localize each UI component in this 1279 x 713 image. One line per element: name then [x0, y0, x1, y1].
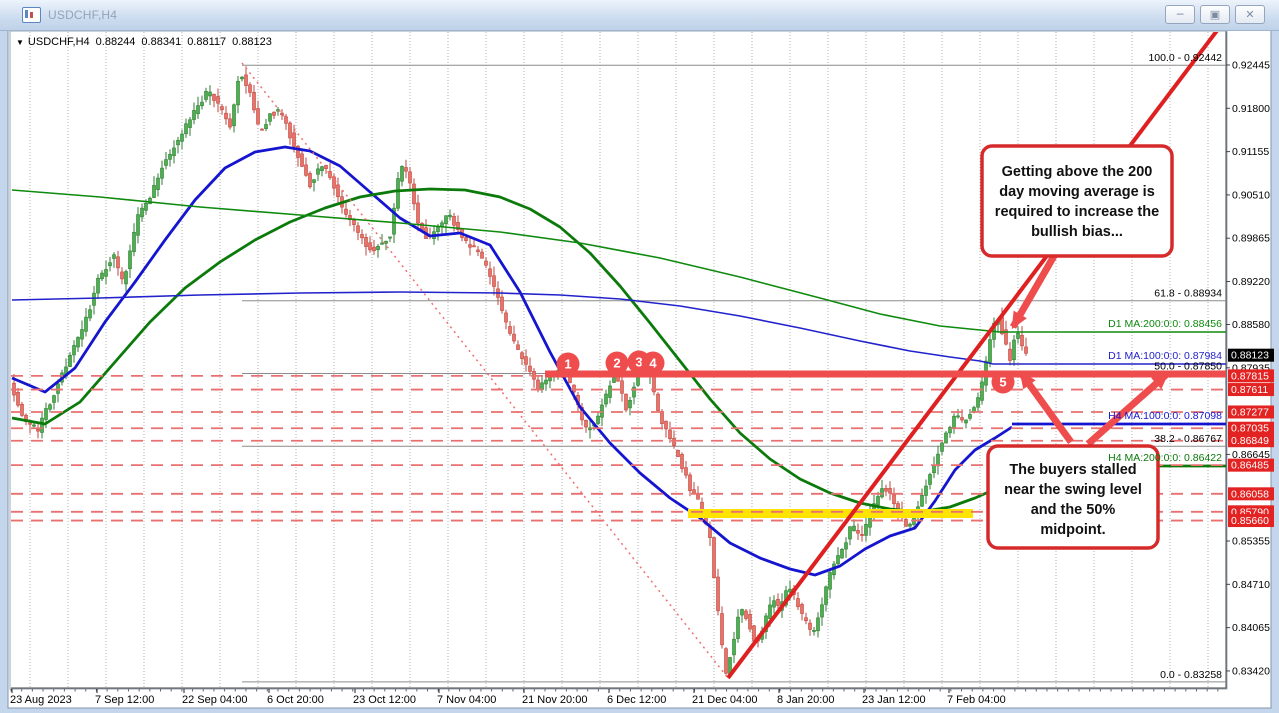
svg-text:0.91155: 0.91155: [1232, 146, 1269, 158]
svg-text:D1 MA:100:0:0: 0.87984: D1 MA:100:0:0: 0.87984: [1108, 350, 1222, 362]
svg-text:1: 1: [564, 357, 571, 372]
descending-fib-diagonal: [241, 62, 729, 679]
svg-text:required to increase the: required to increase the: [995, 204, 1159, 220]
svg-text:day moving average is: day moving average is: [999, 184, 1155, 200]
d1-ma100-curve: [11, 291, 994, 365]
annotation-box2: The buyers stalled near the swing level an…: [986, 444, 1160, 550]
annotation-box1: Getting above the 200 day moving average …: [980, 144, 1174, 258]
svg-text:21 Dec 04:00: 21 Dec 04:00: [692, 694, 757, 706]
grid-layer: [29, 32, 1209, 688]
trend-lines: [241, 32, 1219, 680]
chart-icon: [22, 7, 41, 23]
svg-text:0.91800: 0.91800: [1232, 103, 1270, 115]
svg-text:H4 MA:200:0:0: 0.86422: H4 MA:200:0:0: 0.86422: [1108, 452, 1222, 464]
svg-text:0.92445: 0.92445: [1232, 60, 1270, 72]
h4-ma200-curve: [11, 187, 1021, 514]
svg-text:8 Jan 20:00: 8 Jan 20:00: [777, 694, 835, 706]
ohlc-symbol: USDCHF,H4: [27, 36, 90, 48]
svg-text:5: 5: [999, 375, 1006, 390]
svg-text:7 Sep 12:00: 7 Sep 12:00: [95, 694, 154, 706]
svg-text:0.87277: 0.87277: [1231, 406, 1269, 418]
svg-text:near the swing level: near the swing level: [1004, 482, 1142, 498]
svg-text:0.83420: 0.83420: [1232, 665, 1270, 677]
ohlc-open: 0.88244: [95, 36, 136, 48]
window-controls: ─ ▣ ✕: [1165, 5, 1265, 24]
svg-text:Getting above the 200: Getting above the 200: [1002, 164, 1153, 180]
ohlc-low: 0.88117: [187, 36, 227, 48]
svg-text:The buyers stalled: The buyers stalled: [1009, 462, 1136, 478]
svg-text:7 Feb 04:00: 7 Feb 04:00: [947, 694, 1006, 706]
svg-text:0.90510: 0.90510: [1232, 189, 1270, 201]
close-button[interactable]: ✕: [1235, 5, 1265, 24]
maximize-button[interactable]: ▣: [1200, 5, 1230, 24]
current-price-label: 0.88123: [1231, 350, 1269, 362]
svg-text:0.89865: 0.89865: [1232, 233, 1270, 245]
price-axis-labels: 0.92445 0.91800 0.91155 0.90510 0.89865 0.892…: [1226, 60, 1274, 677]
ascending-trendline: [726, 32, 1219, 680]
svg-text:0.89220: 0.89220: [1232, 276, 1270, 288]
svg-text:4: 4: [649, 356, 657, 371]
svg-text:2: 2: [613, 356, 620, 371]
window-title-bar[interactable]: USDCHF,H4 ─ ▣ ✕: [0, 0, 1279, 31]
svg-text:0.87815: 0.87815: [1231, 370, 1269, 382]
svg-text:38.2 - 0.86767: 38.2 - 0.86767: [1154, 433, 1222, 445]
swing-level-highlight: [688, 509, 973, 518]
svg-text:D1 MA:200:0:0: 0.88456: D1 MA:200:0:0: 0.88456: [1108, 318, 1222, 330]
h4-ma100-curve: [11, 145, 1013, 577]
ma-lines: [11, 145, 1226, 577]
chart-labels: 100.0 - 0.92442 61.8 - 0.88934 50.0 - 0.87…: [1108, 52, 1222, 681]
svg-text:100.0 - 0.92442: 100.0 - 0.92442: [1148, 52, 1222, 64]
svg-text:23 Jan 12:00: 23 Jan 12:00: [862, 694, 926, 706]
svg-text:0.85660: 0.85660: [1231, 515, 1269, 527]
svg-text:0.88580: 0.88580: [1232, 319, 1270, 331]
time-axis-labels: 23 Aug 2023 7 Sep 12:00 22 Sep 04:00 6 Oct …: [10, 689, 1219, 706]
svg-text:and the 50%: and the 50%: [1031, 502, 1116, 518]
svg-text:0.87035: 0.87035: [1231, 423, 1269, 435]
svg-text:0.86849: 0.86849: [1231, 435, 1269, 447]
midpoint-level-line: [545, 370, 1226, 378]
svg-text:bullish bias...: bullish bias...: [1031, 224, 1123, 240]
svg-text:3: 3: [635, 355, 642, 370]
svg-text:0.86645: 0.86645: [1232, 449, 1270, 461]
svg-text:50.0 - 0.87850: 50.0 - 0.87850: [1154, 361, 1222, 373]
svg-text:0.84710: 0.84710: [1232, 579, 1270, 591]
ohlc-high: 0.88341: [141, 36, 182, 48]
annotation-arrows: [1009, 254, 1170, 447]
ohlc-header: ▼ USDCHF,H4 0.88244 0.88341 0.88117 0.88123: [16, 36, 278, 48]
svg-text:61.8 - 0.88934: 61.8 - 0.88934: [1154, 288, 1222, 300]
ohlc-close: 0.88123: [232, 36, 272, 48]
svg-text:23 Aug 2023: 23 Aug 2023: [10, 694, 72, 706]
svg-text:H4 MA:100:0:0: 0.87098: H4 MA:100:0:0: 0.87098: [1108, 410, 1222, 422]
d1-ma200-curve: [11, 189, 1001, 333]
svg-text:0.87611: 0.87611: [1231, 384, 1268, 396]
svg-text:22 Sep 04:00: 22 Sep 04:00: [182, 694, 247, 706]
svg-text:0.86058: 0.86058: [1231, 488, 1269, 500]
minimize-button[interactable]: ─: [1165, 5, 1195, 24]
svg-text:0.85355: 0.85355: [1232, 536, 1270, 548]
svg-text:21 Nov 20:00: 21 Nov 20:00: [522, 694, 587, 706]
window-title: USDCHF,H4: [48, 8, 118, 22]
svg-text:23 Oct 12:00: 23 Oct 12:00: [353, 694, 416, 706]
svg-text:0.84065: 0.84065: [1232, 622, 1270, 634]
svg-text:6 Dec 12:00: 6 Dec 12:00: [607, 694, 666, 706]
svg-text:7 Nov 04:00: 7 Nov 04:00: [437, 694, 496, 706]
svg-text:0.86485: 0.86485: [1231, 460, 1269, 472]
sequence-markers: 1 2 3 4 5: [556, 350, 1015, 394]
svg-text:midpoint.: midpoint.: [1040, 522, 1105, 538]
svg-text:6 Oct 20:00: 6 Oct 20:00: [267, 694, 324, 706]
svg-text:0.0 - 0.83258: 0.0 - 0.83258: [1160, 669, 1222, 681]
symbol-dropdown-arrow[interactable]: ▼: [16, 38, 24, 47]
